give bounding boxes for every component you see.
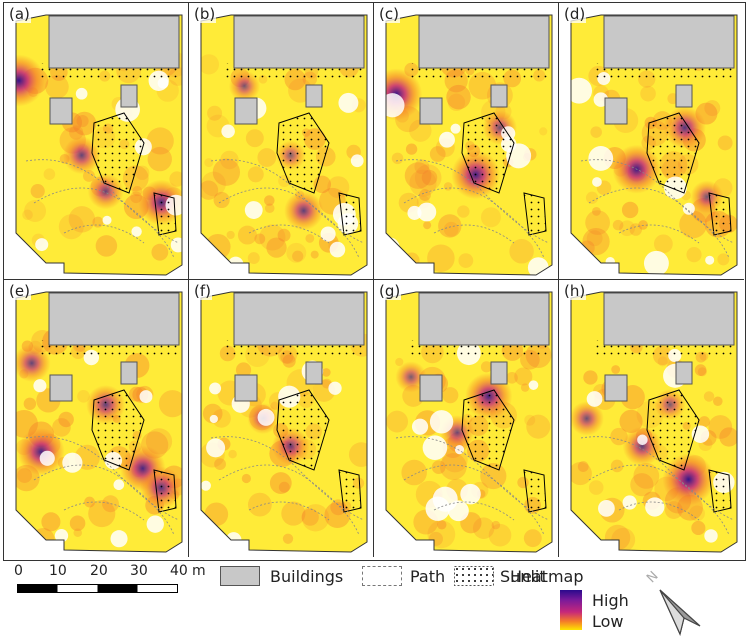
panel-label: (c) xyxy=(378,5,400,23)
scale-bar: 0 10 20 30 40 m xyxy=(14,563,206,595)
legend-low-label: Low xyxy=(592,612,624,631)
map-panel-g: (g) xyxy=(374,280,559,557)
north-arrow: N xyxy=(640,568,710,636)
map-svg xyxy=(15,291,183,553)
map-svg xyxy=(200,291,368,553)
path-swatch xyxy=(362,566,402,586)
scale-tick-0: 0 xyxy=(14,563,23,579)
panel-label: (d) xyxy=(563,5,587,23)
north-arrow-icon xyxy=(659,589,701,636)
legend-high-label: High xyxy=(592,591,629,610)
map-panel-c: (c) xyxy=(374,3,559,280)
map-svg xyxy=(570,291,738,553)
map-svg xyxy=(570,14,738,276)
legend-buildings-label: Buildings xyxy=(270,567,344,586)
legend-heatmap-title: Heatmap xyxy=(510,567,584,586)
map-svg xyxy=(385,14,553,276)
map-svg xyxy=(15,14,183,276)
map-panel-d: (d) xyxy=(559,3,744,280)
panel-label: (a) xyxy=(8,5,31,23)
legend-path-label: Path xyxy=(410,567,446,586)
legend-sunlit-label: Sunlit xyxy=(500,567,546,586)
buildings-swatch xyxy=(220,566,260,586)
scale-tick-30: 30 xyxy=(130,563,148,579)
heatmap-colorbar xyxy=(560,590,582,630)
map-svg xyxy=(385,291,553,553)
map-grid: (a) xyxy=(3,2,746,561)
map-panel-a: (a) xyxy=(4,3,189,280)
scale-tick-40: 40 xyxy=(170,563,188,579)
panel-label: (g) xyxy=(378,282,402,300)
scale-tick-10: 10 xyxy=(49,563,67,579)
scale-unit: m xyxy=(192,563,206,579)
map-svg xyxy=(200,14,368,276)
panel-label: (e) xyxy=(8,282,31,300)
scale-bar-graphic xyxy=(17,584,178,593)
panel-label: (b) xyxy=(193,5,217,23)
map-panel-f: (f) xyxy=(189,280,374,557)
scale-tick-20: 20 xyxy=(90,563,108,579)
map-panel-h: (h) xyxy=(559,280,744,557)
map-panel-e: (e) xyxy=(4,280,189,557)
sunlit-swatch xyxy=(454,566,494,586)
panel-label: (f) xyxy=(193,282,212,300)
panel-label: (h) xyxy=(563,282,587,300)
map-panel-b: (b) xyxy=(189,3,374,280)
